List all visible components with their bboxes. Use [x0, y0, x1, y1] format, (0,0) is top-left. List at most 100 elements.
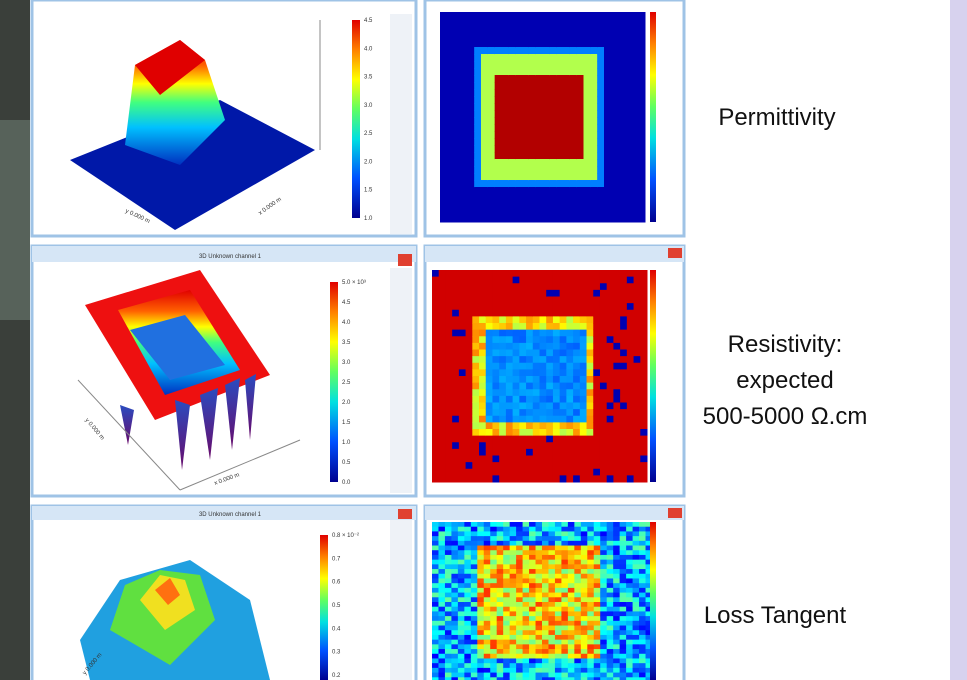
heatmap-cell — [479, 376, 486, 383]
heatmap-cell — [613, 663, 620, 668]
heatmap-cell — [529, 649, 536, 654]
heatmap-cell — [607, 607, 614, 612]
heatmap-cell — [467, 54, 474, 62]
heatmap-cell — [440, 166, 447, 174]
heatmap-cell — [590, 75, 597, 83]
heatmap-cell — [587, 277, 594, 284]
heatmap-cell — [574, 668, 581, 673]
heatmap-cell — [625, 166, 632, 174]
heatmap-cell — [613, 330, 620, 337]
heatmap-cell — [631, 166, 638, 174]
heatmap-cell — [546, 283, 553, 290]
heatmap-cell — [638, 117, 645, 125]
heatmap-cell — [492, 475, 499, 482]
heatmap-cell — [570, 194, 577, 202]
heatmap-cell — [607, 462, 614, 469]
heatmap-cell — [515, 40, 522, 48]
heatmap-cell — [499, 323, 506, 330]
heatmap-cell — [526, 363, 533, 370]
heatmap-cell — [477, 658, 484, 663]
heatmap-cell — [580, 449, 587, 456]
slide: 3D Unknown channel 1 3D Unknown channel … — [0, 0, 967, 680]
heatmap-cell — [497, 546, 504, 551]
heatmap-cell — [533, 403, 540, 410]
heatmap-cell — [536, 208, 543, 216]
heatmap-cell — [454, 201, 461, 209]
heatmap-cell — [519, 396, 526, 403]
heatmap-cell — [495, 47, 502, 55]
heatmap-cell — [587, 635, 594, 640]
heatmap-cell — [556, 145, 563, 153]
heatmap-cell — [432, 527, 439, 532]
heatmap-cell — [546, 462, 553, 469]
heatmap-cell — [474, 180, 481, 188]
heatmap-cell — [536, 527, 543, 532]
heatmap-cell — [594, 649, 601, 654]
heatmap-cell — [607, 564, 614, 569]
heatmap-cell — [587, 270, 594, 277]
heatmap-cell — [553, 462, 560, 469]
heatmap-cell — [568, 607, 575, 612]
heatmap-cell — [561, 649, 568, 654]
heatmap-cell — [540, 316, 547, 323]
heatmap-cell — [611, 152, 618, 160]
heatmap-cell — [479, 277, 486, 284]
heatmap-cell — [625, 110, 632, 118]
heatmap-cell — [472, 416, 479, 423]
heatmap-cell — [613, 429, 620, 436]
heatmap-cell — [467, 201, 474, 209]
heatmap-cell — [580, 277, 587, 284]
heatmap-cell — [540, 303, 547, 310]
heatmap-cell — [587, 389, 594, 396]
heatmap-cell — [631, 82, 638, 90]
heatmap-cell — [495, 12, 502, 20]
colorbar-label: 0.4 — [332, 626, 341, 632]
heatmap-cell — [555, 555, 562, 560]
heatmap-cell — [458, 658, 465, 663]
heatmap-cell — [555, 663, 562, 668]
heatmap-cell — [497, 649, 504, 654]
heatmap-cell — [604, 68, 611, 76]
heatmap-cell — [540, 363, 547, 370]
heatmap-cell — [639, 536, 646, 541]
heatmap-cell — [458, 673, 465, 678]
heatmap-cell — [593, 270, 600, 277]
heatmap-cell — [620, 283, 627, 290]
heatmap-cell — [464, 602, 471, 607]
heatmap-colorbar — [650, 522, 656, 680]
heatmap-cell — [445, 409, 452, 416]
heatmap-cell — [513, 462, 520, 469]
heatmap-cell — [631, 61, 638, 69]
heatmap-cell — [466, 350, 473, 357]
heatmap-cell — [604, 187, 611, 195]
heatmap-cell — [573, 469, 580, 476]
heatmap-cell — [640, 356, 647, 363]
heatmap-cell — [438, 644, 445, 649]
heatmap-cell — [581, 602, 588, 607]
heatmap-cell — [477, 644, 484, 649]
heatmap-cell — [568, 550, 575, 555]
heatmap-cell — [529, 61, 536, 69]
heatmap-cell — [461, 110, 468, 118]
heatmap-cell — [488, 110, 495, 118]
heatmap-cell — [492, 469, 499, 476]
heatmap-cell — [593, 469, 600, 476]
heatmap-cell — [432, 297, 439, 304]
heatmap-cell — [508, 33, 515, 41]
heatmap-cell — [492, 330, 499, 337]
heatmap-cell — [566, 469, 573, 476]
heatmap-cell — [639, 588, 646, 593]
heatmap-cell — [439, 436, 446, 443]
heatmap-cell — [640, 330, 647, 337]
heatmap-cell — [439, 429, 446, 436]
heatmap-cell — [464, 607, 471, 612]
colorbar-label: 2.5 — [342, 380, 351, 386]
heatmap-cell — [634, 310, 641, 317]
heatmap-cell — [438, 541, 445, 546]
heatmap-cell — [627, 383, 634, 390]
heatmap-cell — [503, 658, 510, 663]
heatmap-cell — [466, 316, 473, 323]
heatmap-cell — [516, 531, 523, 536]
heatmap-cell — [566, 303, 573, 310]
heatmap-cell — [555, 564, 562, 569]
